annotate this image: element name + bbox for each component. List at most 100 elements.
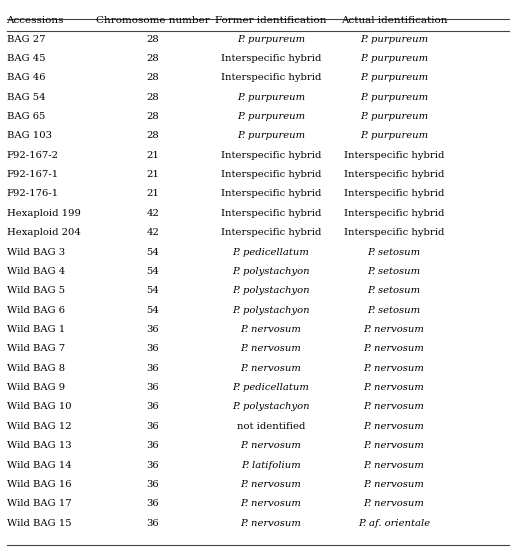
Text: 28: 28 bbox=[147, 73, 159, 82]
Text: 36: 36 bbox=[147, 403, 159, 411]
Text: P. nervosum: P. nervosum bbox=[364, 364, 425, 373]
Text: Wild BAG 3: Wild BAG 3 bbox=[7, 247, 64, 256]
Text: 36: 36 bbox=[147, 325, 159, 334]
Text: Interspecific hybrid: Interspecific hybrid bbox=[344, 228, 444, 237]
Text: P. purpureum: P. purpureum bbox=[360, 93, 428, 102]
Text: 36: 36 bbox=[147, 441, 159, 450]
Text: P. polystachyon: P. polystachyon bbox=[232, 286, 310, 295]
Text: P. nervosum: P. nervosum bbox=[364, 441, 425, 450]
Text: 54: 54 bbox=[147, 306, 159, 315]
Text: P. purpureum: P. purpureum bbox=[237, 34, 305, 43]
Text: P. nervosum: P. nervosum bbox=[240, 519, 301, 528]
Text: Wild BAG 14: Wild BAG 14 bbox=[7, 460, 71, 470]
Text: 28: 28 bbox=[147, 34, 159, 43]
Text: 36: 36 bbox=[147, 422, 159, 431]
Text: 36: 36 bbox=[147, 499, 159, 508]
Text: Interspecific hybrid: Interspecific hybrid bbox=[344, 209, 444, 218]
Text: P. nervosum: P. nervosum bbox=[364, 344, 425, 354]
Text: not identified: not identified bbox=[237, 422, 305, 431]
Text: P. purpureum: P. purpureum bbox=[360, 131, 428, 141]
Text: Interspecific hybrid: Interspecific hybrid bbox=[221, 73, 321, 82]
Text: Interspecific hybrid: Interspecific hybrid bbox=[221, 228, 321, 237]
Text: 28: 28 bbox=[147, 54, 159, 63]
Text: Interspecific hybrid: Interspecific hybrid bbox=[221, 151, 321, 160]
Text: P. purpureum: P. purpureum bbox=[360, 112, 428, 121]
Text: P. polystachyon: P. polystachyon bbox=[232, 267, 310, 276]
Text: BAG 65: BAG 65 bbox=[7, 112, 45, 121]
Text: Interspecific hybrid: Interspecific hybrid bbox=[221, 190, 321, 198]
Text: Hexaploid 199: Hexaploid 199 bbox=[7, 209, 80, 218]
Text: Wild BAG 13: Wild BAG 13 bbox=[7, 441, 71, 450]
Text: P. setosum: P. setosum bbox=[367, 247, 421, 256]
Text: F92-167-1: F92-167-1 bbox=[7, 170, 59, 179]
Text: P. nervosum: P. nervosum bbox=[364, 403, 425, 411]
Text: 36: 36 bbox=[147, 519, 159, 528]
Text: 28: 28 bbox=[147, 93, 159, 102]
Text: 21: 21 bbox=[147, 151, 159, 160]
Text: Actual identification: Actual identification bbox=[341, 16, 447, 25]
Text: P. nervosum: P. nervosum bbox=[240, 499, 301, 508]
Text: Wild BAG 8: Wild BAG 8 bbox=[7, 364, 64, 373]
Text: 28: 28 bbox=[147, 112, 159, 121]
Text: Interspecific hybrid: Interspecific hybrid bbox=[344, 170, 444, 179]
Text: Accessions: Accessions bbox=[7, 16, 64, 25]
Text: P. nervosum: P. nervosum bbox=[240, 344, 301, 354]
Text: P. nervosum: P. nervosum bbox=[240, 441, 301, 450]
Text: Wild BAG 4: Wild BAG 4 bbox=[7, 267, 65, 276]
Text: P. setosum: P. setosum bbox=[367, 267, 421, 276]
Text: Interspecific hybrid: Interspecific hybrid bbox=[344, 151, 444, 160]
Text: 21: 21 bbox=[147, 190, 159, 198]
Text: 54: 54 bbox=[147, 247, 159, 256]
Text: 21: 21 bbox=[147, 170, 159, 179]
Text: Former identification: Former identification bbox=[215, 16, 327, 25]
Text: P. nervosum: P. nervosum bbox=[364, 325, 425, 334]
Text: Wild BAG 15: Wild BAG 15 bbox=[7, 519, 71, 528]
Text: P. nervosum: P. nervosum bbox=[364, 383, 425, 392]
Text: Wild BAG 10: Wild BAG 10 bbox=[7, 403, 71, 411]
Text: P. nervosum: P. nervosum bbox=[364, 422, 425, 431]
Text: 42: 42 bbox=[147, 228, 159, 237]
Text: P. purpureum: P. purpureum bbox=[237, 93, 305, 102]
Text: 36: 36 bbox=[147, 383, 159, 392]
Text: 28: 28 bbox=[147, 131, 159, 141]
Text: 36: 36 bbox=[147, 480, 159, 489]
Text: BAG 27: BAG 27 bbox=[7, 34, 45, 43]
Text: Interspecific hybrid: Interspecific hybrid bbox=[221, 54, 321, 63]
Text: Interspecific hybrid: Interspecific hybrid bbox=[344, 190, 444, 198]
Text: Chromosome number: Chromosome number bbox=[96, 16, 209, 25]
Text: P. nervosum: P. nervosum bbox=[364, 480, 425, 489]
Text: P. af. orientale: P. af. orientale bbox=[358, 519, 430, 528]
Text: Wild BAG 17: Wild BAG 17 bbox=[7, 499, 71, 508]
Text: P. purpureum: P. purpureum bbox=[360, 73, 428, 82]
Text: P. nervosum: P. nervosum bbox=[240, 364, 301, 373]
Text: 42: 42 bbox=[147, 209, 159, 218]
Text: P. nervosum: P. nervosum bbox=[240, 325, 301, 334]
Text: Wild BAG 6: Wild BAG 6 bbox=[7, 306, 64, 315]
Text: P. pedicellatum: P. pedicellatum bbox=[232, 383, 309, 392]
Text: P. setosum: P. setosum bbox=[367, 306, 421, 315]
Text: BAG 46: BAG 46 bbox=[7, 73, 45, 82]
Text: F92-176-1: F92-176-1 bbox=[7, 190, 59, 198]
Text: P. purpureum: P. purpureum bbox=[360, 34, 428, 43]
Text: 54: 54 bbox=[147, 267, 159, 276]
Text: P. purpureum: P. purpureum bbox=[237, 131, 305, 141]
Text: P. latifolium: P. latifolium bbox=[241, 460, 301, 470]
Text: Wild BAG 5: Wild BAG 5 bbox=[7, 286, 64, 295]
Text: Interspecific hybrid: Interspecific hybrid bbox=[221, 170, 321, 179]
Text: P. pedicellatum: P. pedicellatum bbox=[232, 247, 309, 256]
Text: 36: 36 bbox=[147, 364, 159, 373]
Text: P. polystachyon: P. polystachyon bbox=[232, 403, 310, 411]
Text: Wild BAG 7: Wild BAG 7 bbox=[7, 344, 64, 354]
Text: P. purpureum: P. purpureum bbox=[237, 112, 305, 121]
Text: P. setosum: P. setosum bbox=[367, 286, 421, 295]
Text: Wild BAG 12: Wild BAG 12 bbox=[7, 422, 71, 431]
Text: P. nervosum: P. nervosum bbox=[364, 460, 425, 470]
Text: 36: 36 bbox=[147, 344, 159, 354]
Text: Wild BAG 16: Wild BAG 16 bbox=[7, 480, 71, 489]
Text: Wild BAG 1: Wild BAG 1 bbox=[7, 325, 65, 334]
Text: BAG 54: BAG 54 bbox=[7, 93, 45, 102]
Text: 54: 54 bbox=[147, 286, 159, 295]
Text: P. nervosum: P. nervosum bbox=[364, 499, 425, 508]
Text: BAG 45: BAG 45 bbox=[7, 54, 45, 63]
Text: P. nervosum: P. nervosum bbox=[240, 480, 301, 489]
